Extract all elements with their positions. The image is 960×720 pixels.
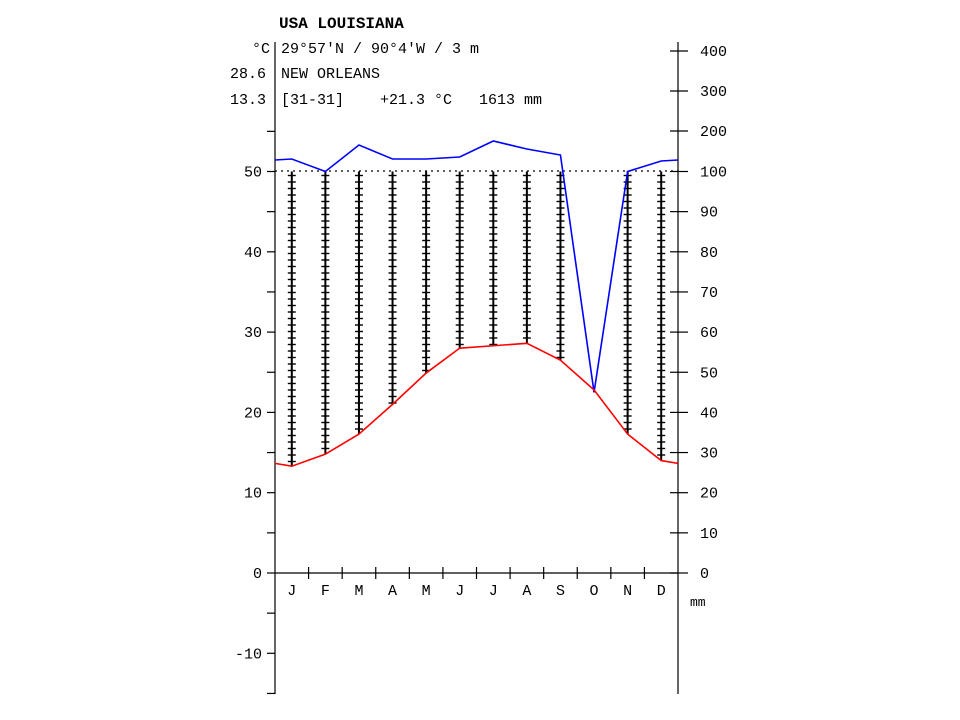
left-tick-label: 0	[253, 566, 262, 583]
month-label: J	[489, 583, 498, 600]
min-temperature: 13.3	[230, 92, 266, 109]
left-tick-label: 40	[244, 245, 262, 262]
summary-line: [31-31] +21.3 °C 1613 mm	[281, 92, 542, 109]
right-tick-label: 40	[700, 405, 718, 422]
right-tick-label: 20	[700, 486, 718, 503]
right-tick-label: 80	[700, 245, 718, 262]
precipitation-hatching	[287, 171, 666, 467]
coordinates: 29°57'N / 90°4'W / 3 m	[281, 41, 479, 58]
left-tick-label: 50	[244, 165, 262, 182]
right-tick-label: 50	[700, 365, 718, 382]
right-tick-label: 0	[700, 566, 709, 583]
right-tick-label: 100	[700, 165, 727, 182]
month-label: A	[388, 583, 397, 600]
month-label: N	[623, 583, 632, 600]
max-temperature: 28.6	[230, 66, 266, 83]
month-label: M	[354, 583, 363, 600]
month-label: F	[321, 583, 330, 600]
month-label: O	[590, 583, 599, 600]
right-tick-label: 200	[700, 124, 727, 141]
right-tick-label: 60	[700, 325, 718, 342]
temperature-line	[274, 342, 679, 468]
month-label: D	[657, 583, 666, 600]
temp-unit-label: °C	[252, 41, 270, 58]
right-tick-label: 400	[700, 44, 727, 61]
month-label: S	[556, 583, 565, 600]
chart-title: USA LOUISIANA	[279, 15, 404, 33]
month-label: J	[287, 583, 296, 600]
month-label: J	[455, 583, 464, 600]
left-tick-label: 10	[244, 486, 262, 503]
left-tick-label: 20	[244, 405, 262, 422]
right-tick-label: 300	[700, 84, 727, 101]
left-tick-label: 30	[244, 325, 262, 342]
station-name: NEW ORLEANS	[281, 66, 380, 83]
month-label: A	[522, 583, 531, 600]
left-tick-label: -10	[235, 646, 262, 663]
axes	[267, 42, 688, 695]
right-tick-label: 70	[700, 285, 718, 302]
right-tick-label: 30	[700, 446, 718, 463]
right-tick-label: 10	[700, 526, 718, 543]
right-axis-unit: mm	[690, 595, 706, 610]
axis-labels: -10 0 10 20 30 40 50 0 10 20 30 40 50 60 70 80 90 100 200 3…	[235, 44, 727, 663]
month-label: M	[422, 583, 431, 600]
header: USA LOUISIANA °C 29°57'N / 90°4'W / 3 m …	[230, 15, 542, 109]
data-lines	[274, 140, 679, 468]
right-tick-label: 90	[700, 205, 718, 222]
precipitation-line	[274, 140, 679, 393]
